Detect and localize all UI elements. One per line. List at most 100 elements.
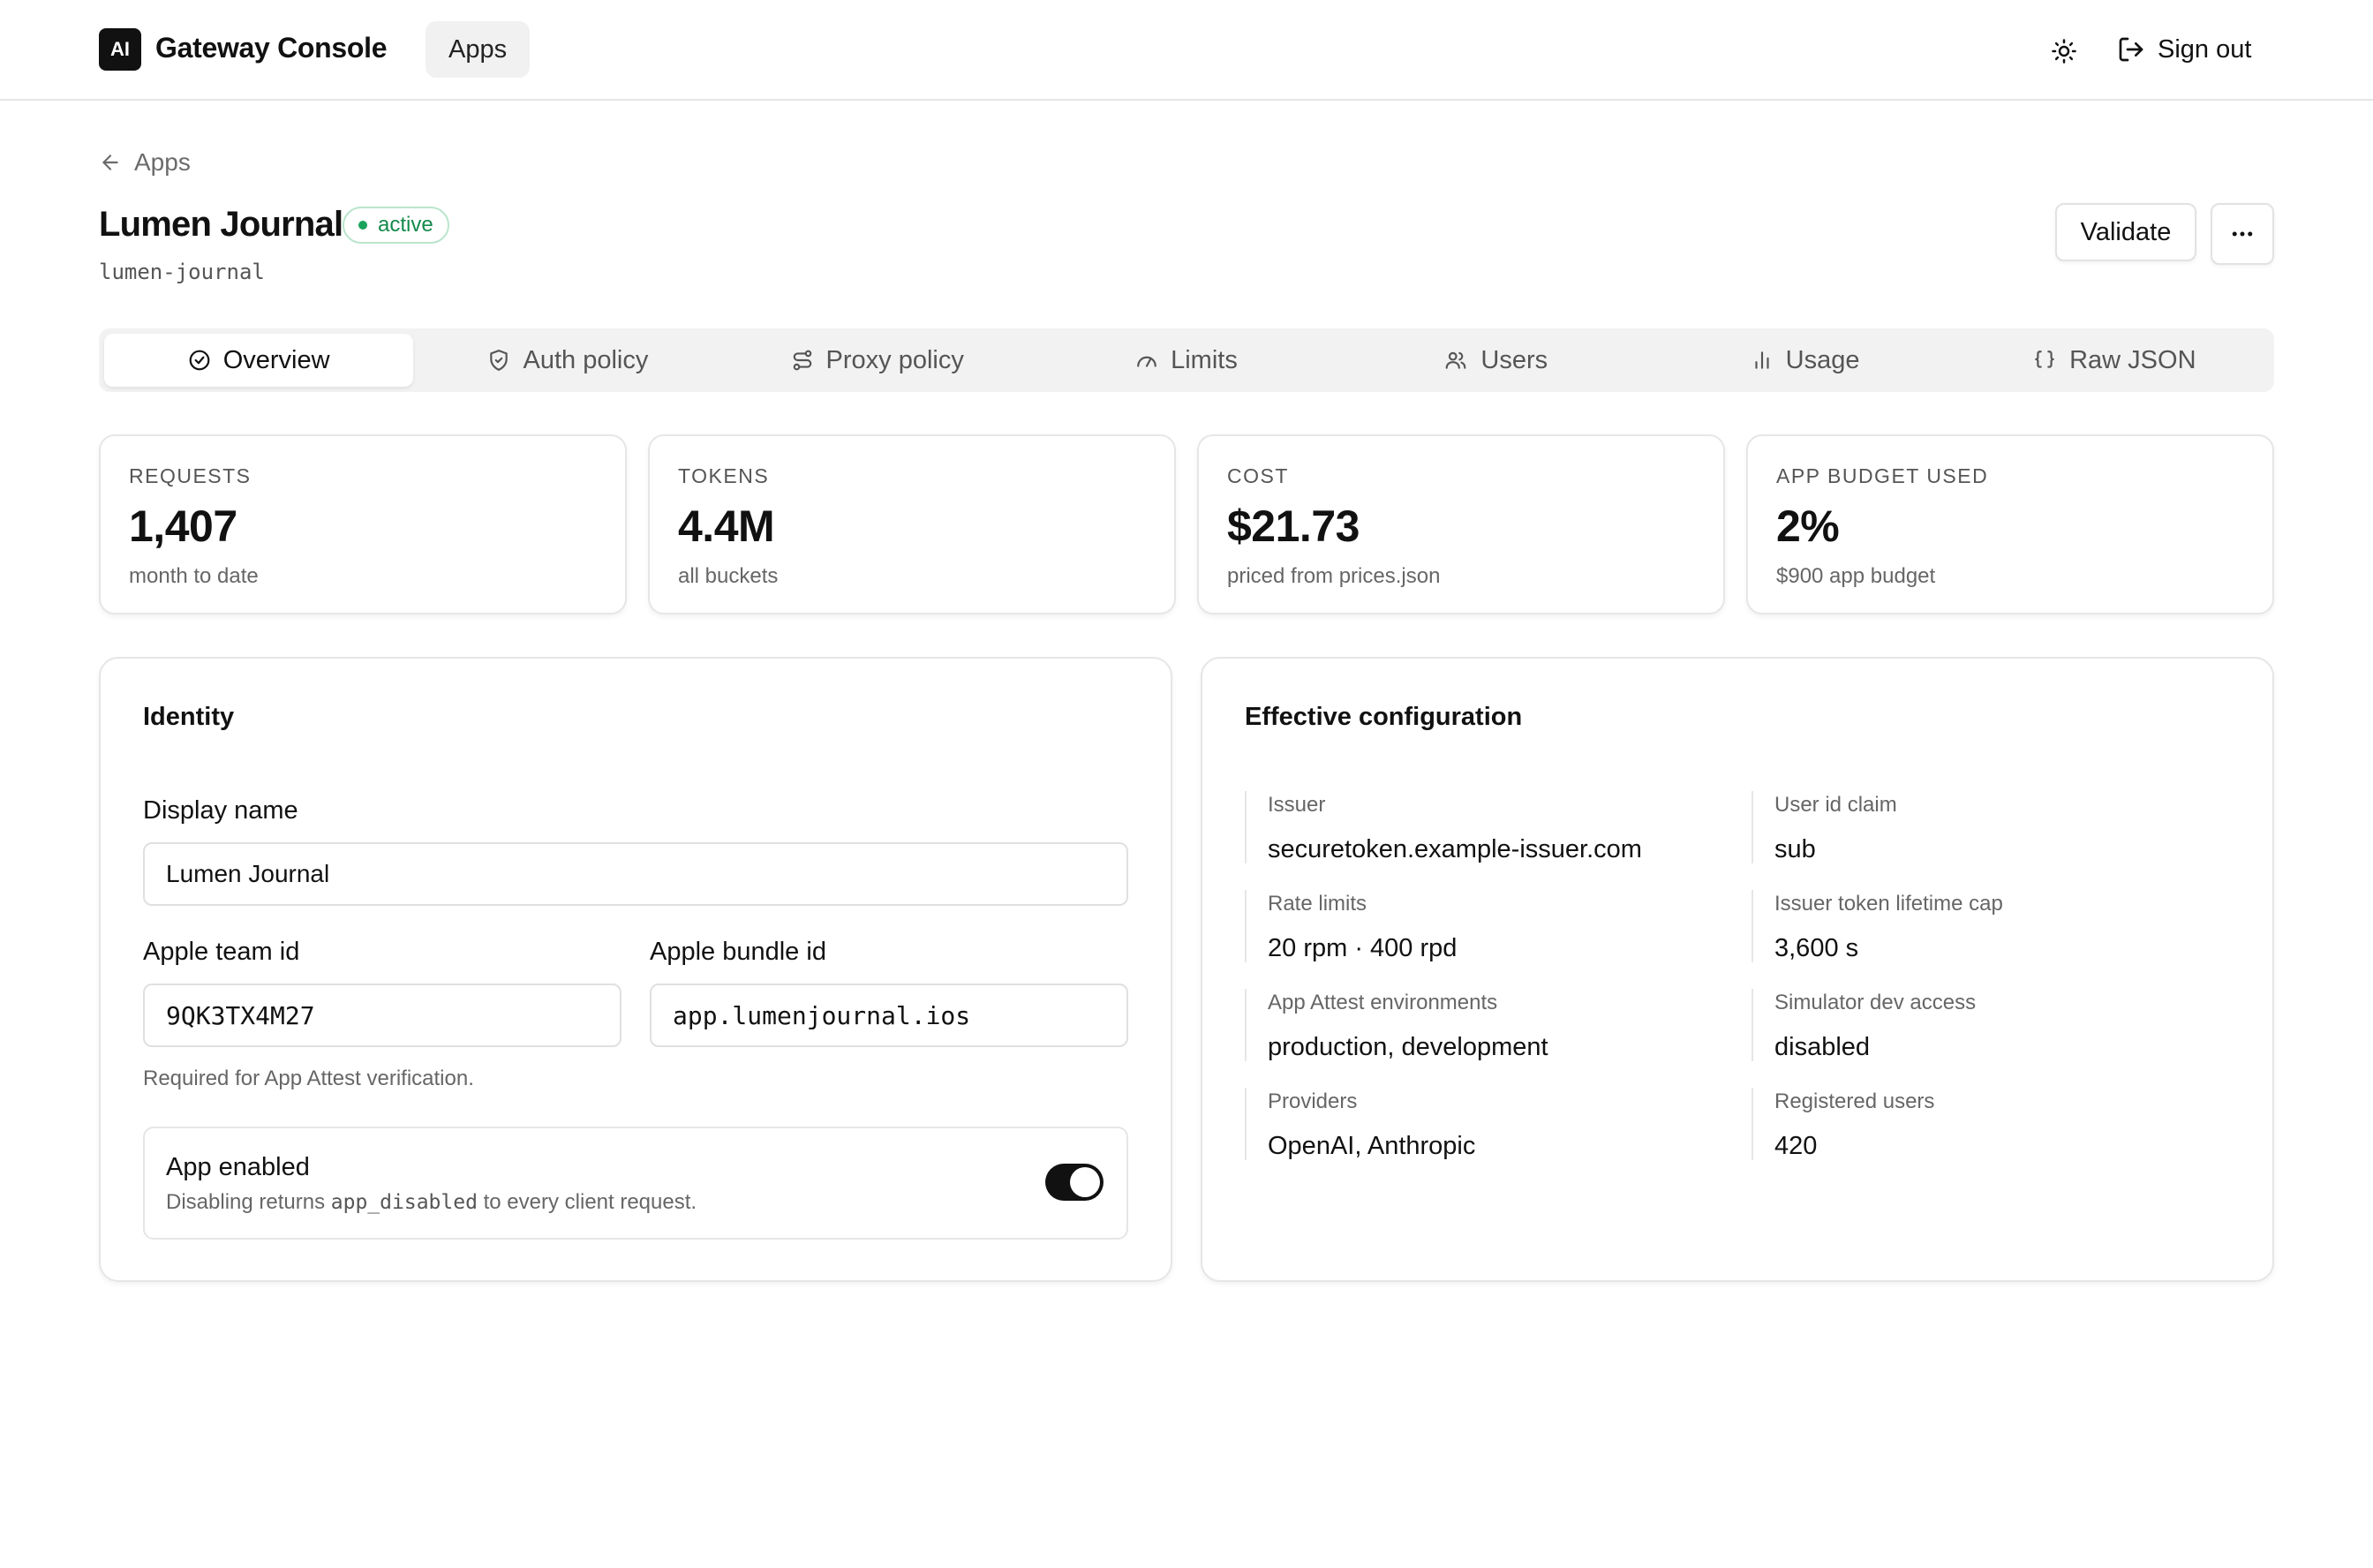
toggle-title: App enabled	[166, 1153, 310, 1181]
tab-label: Users	[1480, 345, 1548, 374]
app-enabled-toggle[interactable]	[1045, 1164, 1104, 1201]
brand-name: Gateway Console	[155, 32, 388, 64]
stat-value: 2%	[1776, 501, 1840, 551]
top-bar: AI Gateway Console Apps Sign out	[0, 0, 2373, 101]
config-label: Simulator dev access	[1774, 991, 1977, 1014]
more-horizontal-icon	[2232, 231, 2253, 237]
config-label: Providers	[1268, 1089, 1358, 1113]
config-value: 20 rpm · 400 rpd	[1268, 934, 1458, 962]
tab-usage[interactable]: Usage	[1650, 334, 1959, 387]
log-out-icon	[2119, 37, 2143, 62]
stat-subtext: month to date	[129, 564, 259, 588]
tab-users[interactable]: Users	[1341, 334, 1650, 387]
panel-title: Effective configuration	[1245, 703, 1523, 731]
stat-card-budget: APP BUDGET USED 2% $900 app budget	[1746, 434, 2274, 614]
config-label: App Attest environments	[1268, 991, 1498, 1014]
sign-out-button[interactable]: Sign out	[2117, 30, 2251, 69]
stat-value: 4.4M	[678, 501, 775, 551]
gauge-icon	[1137, 356, 1156, 367]
config-item-attest-environments: App Attest environments production, deve…	[1245, 989, 1548, 1061]
tab-label: Proxy policy	[825, 345, 964, 374]
tab-limits[interactable]: Limits	[1032, 334, 1341, 387]
bundle-id-field[interactable]: app.lumenjournal.ios	[650, 984, 1128, 1047]
users-icon	[1446, 351, 1466, 369]
app-slug: lumen-journal	[99, 260, 265, 284]
bundle-id-label: Apple bundle id	[650, 938, 826, 966]
stat-card-cost: COST $21.73 priced from prices.json	[1197, 434, 1725, 614]
panel-title: Identity	[143, 703, 235, 731]
app-enabled-setting: App enabled Disabling returns app_disabl…	[143, 1127, 1128, 1240]
toggle-description: Disabling returns app_disabled to every …	[166, 1190, 697, 1215]
route-icon	[793, 350, 811, 371]
tab-label: Limits	[1171, 345, 1238, 374]
config-item-simulator-access: Simulator dev access disabled	[1752, 989, 1976, 1061]
toggle-desc-suffix: to every client request.	[483, 1190, 697, 1214]
stat-value: $21.73	[1227, 501, 1360, 551]
attest-hint: Required for App Attest verification.	[143, 1067, 474, 1090]
tab-label: Auth policy	[523, 345, 649, 374]
shield-check-icon	[490, 350, 508, 371]
stat-card-tokens: TOKENS 4.4M all buckets	[648, 434, 1176, 614]
tab-bar: Overview Auth policy Proxy policy Limits…	[99, 328, 2274, 392]
config-item-token-lifetime: Issuer token lifetime cap 3,600 s	[1752, 890, 2003, 962]
toggle-desc-prefix: Disabling returns	[166, 1190, 326, 1214]
toggle-knob	[1070, 1167, 1100, 1197]
tab-label: Raw JSON	[2069, 345, 2196, 374]
breadcrumb-label: Apps	[134, 148, 191, 176]
check-circle-icon	[189, 350, 210, 371]
status-badge: active	[343, 207, 449, 244]
config-value: 420	[1774, 1132, 1818, 1160]
nav-apps-button[interactable]: Apps	[426, 21, 531, 78]
config-label: User id claim	[1774, 793, 1897, 817]
config-value: 3,600 s	[1774, 934, 1859, 962]
config-item-rate-limits: Rate limits 20 rpm · 400 rpd	[1245, 890, 1457, 962]
tab-label: Overview	[222, 345, 330, 374]
config-value: securetoken.example-issuer.com	[1268, 835, 1642, 863]
config-item-user-id-claim: User id claim sub	[1752, 791, 1897, 863]
tab-proxy-policy[interactable]: Proxy policy	[723, 334, 1032, 387]
status-text: active	[378, 213, 433, 237]
configuration-panel: Effective configuration Issuer securetok…	[1201, 657, 2274, 1282]
arrow-left-icon	[102, 155, 118, 170]
config-value: sub	[1774, 835, 1816, 863]
tab-label: Usage	[1785, 345, 1860, 374]
logo: AI	[99, 28, 141, 71]
stat-value: 1,407	[129, 501, 237, 551]
stat-card-requests: REQUESTS 1,407 month to date	[99, 434, 627, 614]
tab-overview[interactable]: Overview	[104, 334, 414, 387]
page-title: Lumen Journal	[99, 205, 343, 244]
config-value: production, development	[1268, 1033, 1548, 1061]
display-name-label: Display name	[143, 796, 298, 825]
display-name-field[interactable]: Lumen Journal	[143, 842, 1128, 906]
stat-label: REQUESTS	[129, 464, 252, 487]
sign-out-label: Sign out	[2158, 34, 2252, 64]
config-value: disabled	[1774, 1033, 1871, 1061]
status-dot	[358, 221, 367, 230]
bar-chart-icon	[1755, 351, 1769, 369]
config-item-providers: Providers OpenAI, Anthropic	[1245, 1088, 1475, 1160]
stat-subtext: priced from prices.json	[1227, 564, 1441, 588]
identity-panel: Identity Display name Lumen Journal Appl…	[99, 657, 1172, 1282]
tab-auth-policy[interactable]: Auth policy	[413, 334, 722, 387]
toggle-desc-code: app_disabled	[330, 1191, 478, 1214]
stat-label: TOKENS	[678, 464, 770, 487]
config-item-registered-users: Registered users 420	[1752, 1088, 1934, 1160]
team-id-label: Apple team id	[143, 938, 300, 966]
stat-label: APP BUDGET USED	[1776, 464, 1989, 487]
tab-raw-json[interactable]: Raw JSON	[1960, 334, 2269, 387]
config-label: Issuer	[1268, 793, 1326, 817]
sun-icon	[2052, 39, 2076, 64]
config-value: OpenAI, Anthropic	[1268, 1132, 1476, 1160]
stat-subtext: all buckets	[678, 564, 779, 588]
config-label: Rate limits	[1268, 892, 1367, 916]
validate-button[interactable]: Validate	[2055, 203, 2196, 261]
more-actions-button[interactable]	[2211, 203, 2274, 265]
config-label: Registered users	[1774, 1089, 1935, 1113]
stat-subtext: $900 app budget	[1776, 564, 1936, 588]
theme-toggle-button[interactable]	[2045, 32, 2083, 71]
stat-label: COST	[1227, 464, 1289, 487]
config-item-issuer: Issuer securetoken.example-issuer.com	[1245, 791, 1642, 863]
back-to-apps-link[interactable]: Apps	[99, 148, 191, 177]
config-label: Issuer token lifetime cap	[1774, 892, 2003, 916]
team-id-field[interactable]: 9QK3TX4M27	[143, 984, 622, 1047]
